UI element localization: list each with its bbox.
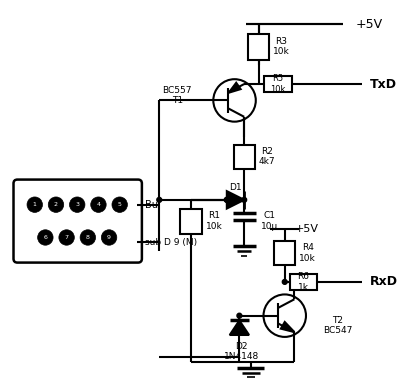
Polygon shape [229,83,241,93]
Circle shape [48,197,64,212]
Polygon shape [230,321,249,335]
Circle shape [59,230,74,245]
Text: R1
10k: R1 10k [206,212,222,231]
Text: 8: 8 [86,235,90,240]
Circle shape [38,230,53,245]
Text: R6
1k: R6 1k [297,272,309,292]
Circle shape [27,197,42,212]
Text: D2
1N4148: D2 1N4148 [224,342,259,361]
Circle shape [80,230,96,245]
Text: BC557
T1: BC557 T1 [162,86,192,105]
Text: C1
10μ: C1 10μ [261,212,278,231]
Bar [264,76,292,92]
Text: R5
10k: R5 10k [270,74,286,94]
Circle shape [282,280,287,284]
Bar [180,210,202,234]
Circle shape [157,197,162,202]
Circle shape [224,197,229,202]
Circle shape [112,197,128,212]
Circle shape [101,230,117,245]
Circle shape [224,197,229,202]
Text: sub D 9 (M): sub D 9 (M) [145,238,197,247]
Polygon shape [281,322,294,332]
Text: R2
4k7: R2 4k7 [259,147,275,166]
Circle shape [70,197,85,212]
Text: 9: 9 [107,235,111,240]
Bar [234,145,255,169]
Text: R3
10k: R3 10k [273,37,290,56]
Text: TxD: TxD [370,77,397,91]
Circle shape [91,197,106,212]
Text: 4: 4 [96,202,100,207]
Circle shape [242,197,247,202]
Text: 5: 5 [118,202,122,207]
Text: 6: 6 [44,235,47,240]
Text: +5V: +5V [294,224,318,234]
Text: 3: 3 [75,202,79,207]
Text: Bu: Bu [145,200,158,210]
Polygon shape [227,191,244,208]
Text: R4
10k: R4 10k [299,243,316,263]
Text: 7: 7 [65,235,69,240]
Bar [248,34,269,60]
Text: T2
BC547: T2 BC547 [323,316,353,335]
FancyBboxPatch shape [14,179,142,263]
Text: RxD: RxD [370,275,398,289]
Circle shape [237,313,242,318]
Text: 1: 1 [33,202,37,207]
Text: +5V: +5V [355,18,382,30]
Text: D1: D1 [229,183,242,192]
Text: 2: 2 [54,202,58,207]
Bar [274,241,295,265]
Bar [290,274,316,290]
